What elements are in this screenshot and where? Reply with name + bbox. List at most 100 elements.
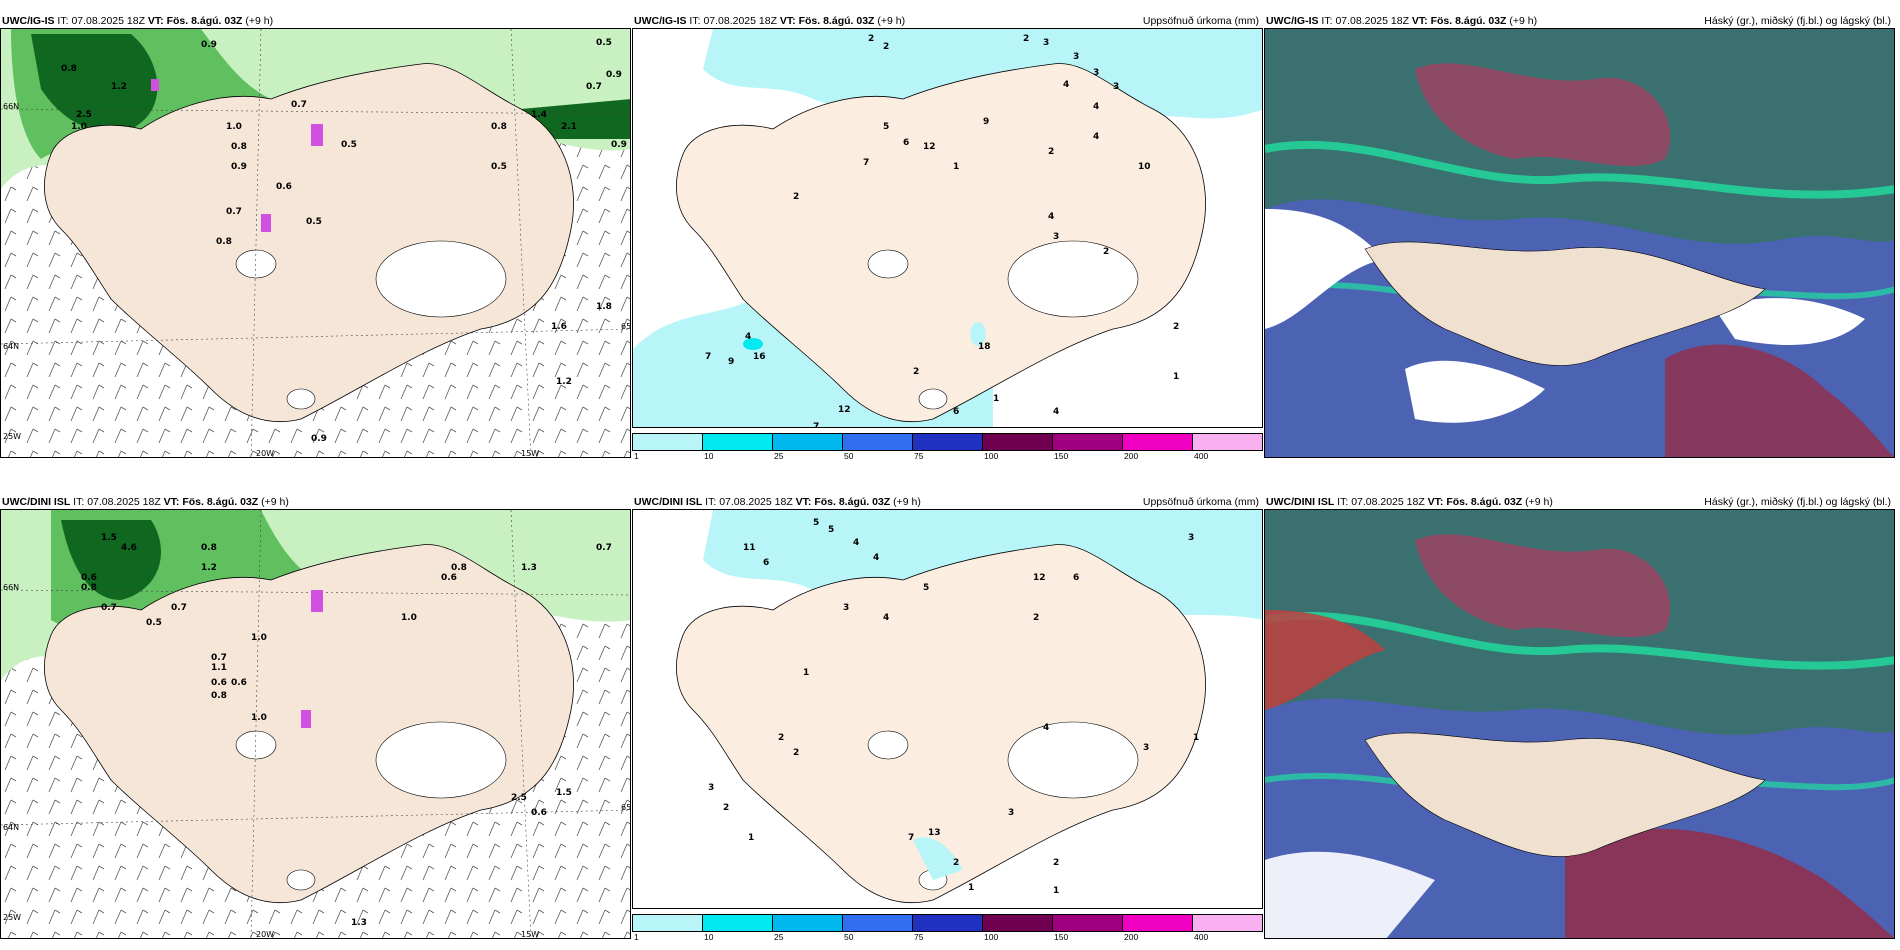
model-name: UWC/DINI ISL [2, 496, 71, 508]
cloud-map [1264, 28, 1895, 458]
precip-shade-dark [31, 34, 158, 132]
value-label: 4.6 [121, 543, 137, 553]
value-label: 3 [1053, 232, 1059, 242]
precip-panel-bottom: UWC/DINI ISL IT: 07.08.2025 18Z VT: Fös.… [632, 493, 1263, 942]
value-label: 0.6 [81, 573, 97, 583]
value-label: 1.4 [531, 110, 547, 120]
wind-map-svg: 20W 15W 25W 66N 64N 65N 1.5 4.6 0.8 1.2 … [1, 510, 631, 938]
value-label: 3 [1113, 82, 1119, 92]
lead-time: (+9 h) [877, 15, 906, 27]
model-name: UWC/IG-IS [1266, 15, 1319, 27]
model-name: UWC/IG-IS [2, 15, 55, 27]
value-label: 12 [1033, 573, 1046, 583]
value-label: 5 [923, 583, 929, 593]
precip-map: 5 5 4 11 6 4 5 3 4 12 6 3 2 1 2 2 3 2 1 … [632, 509, 1263, 909]
colorbar-cell [843, 915, 913, 931]
colorbar-cell [1193, 434, 1262, 450]
value-label: 2 [1033, 613, 1039, 623]
it-label: IT: [73, 496, 85, 508]
value-label: 1.3 [521, 563, 537, 573]
value-label: 13 [928, 828, 941, 838]
value-label: 0.9 [311, 434, 327, 444]
value-label: 0.8 [81, 583, 97, 593]
value-label: 2.1 [561, 122, 577, 132]
vt-label: VT: [795, 496, 812, 508]
value-label: 0.8 [211, 691, 227, 701]
value-label: 2 [778, 733, 784, 743]
precip-values: 5 5 4 11 6 4 5 3 4 12 6 3 2 1 2 2 3 2 1 … [708, 518, 1199, 896]
value-label: 2 [883, 42, 889, 52]
value-label: 0.8 [451, 563, 467, 573]
model-name: UWC/DINI ISL [1266, 496, 1335, 508]
value-label: 0.7 [291, 100, 307, 110]
value-label: 0.7 [101, 603, 117, 613]
value-label: 0.6 [531, 808, 547, 818]
value-label: 0.5 [341, 140, 357, 150]
value-label: 2.5 [76, 110, 92, 120]
value-label: 0.5 [491, 162, 507, 172]
vt-value: Fös. 8.ágú. 03Z [166, 15, 243, 27]
colorbar-cell [703, 434, 773, 450]
precip-map-svg: 2 2 2 3 3 3 4 4 3 5 6 7 9 12 2 4 10 1 2 … [633, 29, 1262, 428]
value-label: 2 [1048, 147, 1054, 157]
colorbar-tick: 1 [634, 451, 639, 461]
lat-label: 65N [621, 803, 631, 812]
vt-value: Fös. 8.ágú. 03Z [182, 496, 259, 508]
cloud-map-svg [1265, 510, 1894, 938]
value-label: 1.5 [101, 533, 117, 543]
colorbar-cell [1193, 915, 1262, 931]
vt-label: VT: [147, 15, 164, 27]
value-label: 12 [923, 142, 936, 152]
value-label: 0.6 [211, 678, 227, 688]
field-title: Uppsöfnuð úrkoma (mm) [1142, 496, 1259, 508]
value-label: 4 [1093, 132, 1099, 142]
colorbar-cell [983, 434, 1053, 450]
colorbar-tick: 1 [634, 932, 639, 942]
value-label: 1.1 [211, 663, 227, 673]
colorbar-cells [632, 914, 1263, 932]
value-label: 1.2 [111, 82, 127, 92]
value-label: 2 [793, 192, 799, 202]
value-label: 0.5 [306, 217, 322, 227]
it-value: 07.08.2025 18Z [703, 15, 777, 27]
value-label: 1.3 [351, 918, 367, 928]
cloud-panel-top: UWC/IG-IS IT: 07.08.2025 18Z VT: Fös. 8.… [1264, 12, 1895, 460]
vt-label: VT: [1427, 496, 1444, 508]
lat-label: 64N [3, 342, 19, 351]
wind-map-svg: 20W 15W 25W 66N 64N 65N 0.8 0.9 1.0 0.5 … [1, 29, 630, 457]
lead-time: (+9 h) [261, 496, 289, 508]
colorbar: 1 10 25 50 75 100 150 200 400 [632, 433, 1263, 461]
value-label: 2 [793, 748, 799, 758]
value-label: 12 [838, 405, 851, 415]
colorbar-tick: 75 [914, 932, 924, 942]
value-label: 0.7 [171, 603, 187, 613]
precip-shade-dark-east [521, 99, 630, 139]
value-label: 3 [843, 603, 849, 613]
value-label: 2 [1103, 247, 1109, 257]
value-label: 3 [1093, 68, 1099, 78]
field-title: Háský (gr.), miðský (fj.bl.) og lágský (… [1704, 15, 1891, 27]
value-label: 2 [1023, 34, 1029, 44]
value-label: 3 [1043, 38, 1049, 48]
colorbar-tick: 50 [844, 451, 854, 461]
value-label: 0.6 [231, 678, 247, 688]
value-label: 1.0 [71, 122, 87, 132]
value-label: 4 [1053, 407, 1059, 417]
colorbar-tick: 400 [1194, 451, 1209, 461]
value-label: 0.9 [606, 70, 622, 80]
colorbar-tick: 200 [1124, 451, 1139, 461]
it-label: IT: [1337, 496, 1349, 508]
lead-time: (+9 h) [893, 496, 921, 508]
value-label: 2 [1173, 322, 1179, 332]
value-label: 16 [753, 352, 766, 362]
cloud-map-svg [1265, 29, 1894, 457]
value-label: 4 [873, 553, 879, 563]
value-label: 0.9 [201, 40, 217, 50]
it-label: IT: [689, 15, 701, 27]
colorbar-tick: 50 [844, 932, 854, 942]
value-label: 7 [813, 422, 819, 428]
vt-value: Fös. 8.ágú. 03Z [1446, 496, 1523, 508]
value-label: 0.9 [611, 140, 627, 150]
it-label: IT: [1321, 15, 1333, 27]
colorbar-cell [1123, 434, 1193, 450]
